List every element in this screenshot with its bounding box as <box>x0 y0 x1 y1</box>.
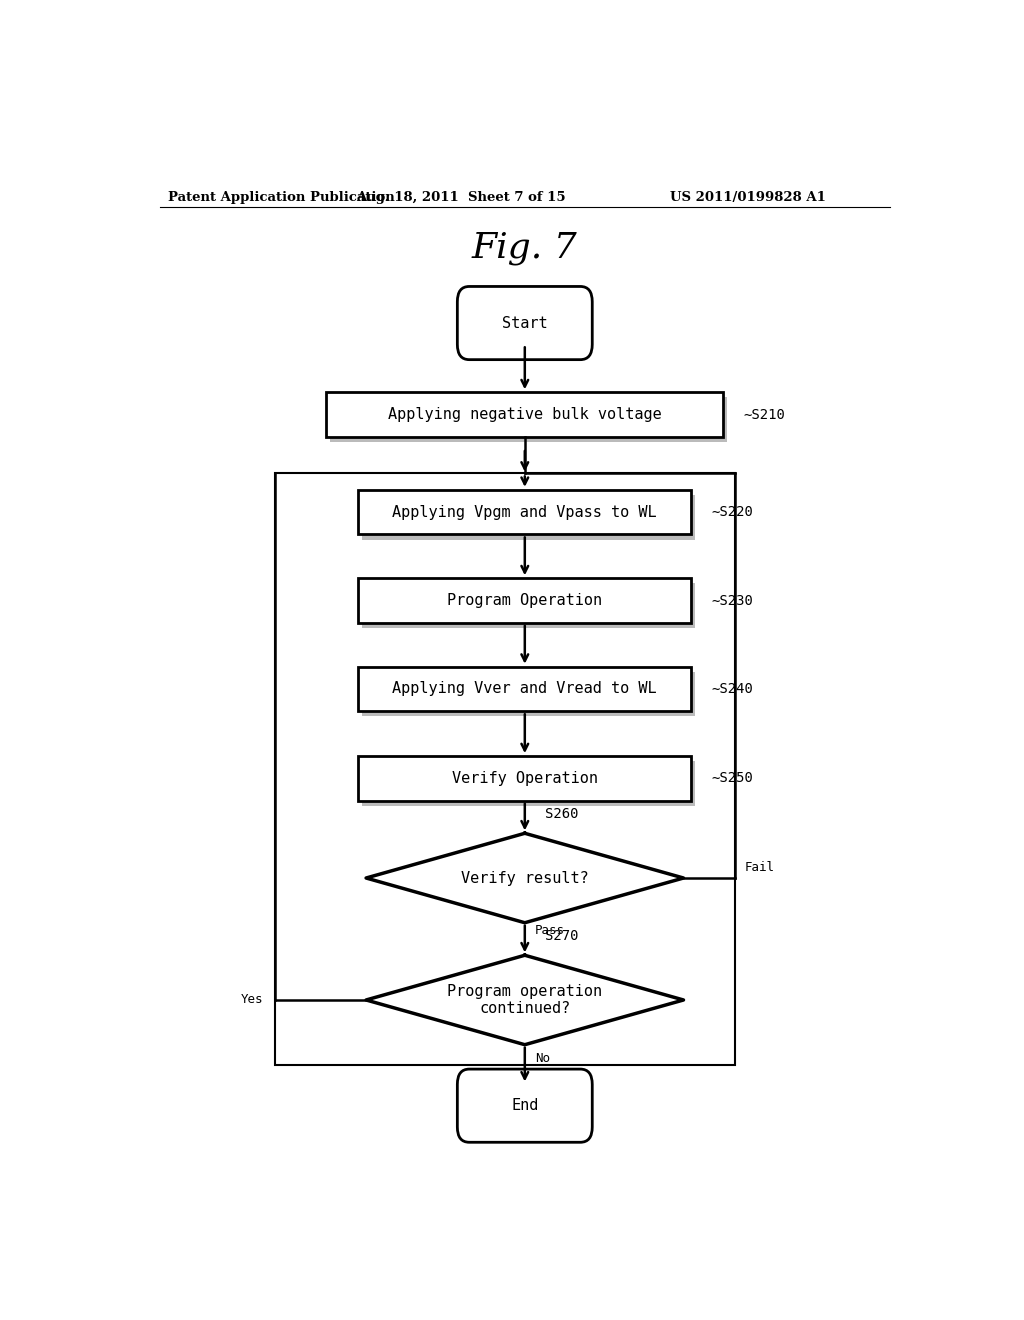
Text: Pass: Pass <box>536 924 565 937</box>
Text: Program Operation: Program Operation <box>447 593 602 609</box>
Text: Verify result?: Verify result? <box>461 870 589 886</box>
Text: Program operation
continued?: Program operation continued? <box>447 983 602 1016</box>
FancyBboxPatch shape <box>458 1069 592 1142</box>
Bar <box>362 672 695 717</box>
Text: ∼S220: ∼S220 <box>712 506 754 519</box>
Text: ∼S250: ∼S250 <box>712 771 754 785</box>
Bar <box>358 756 691 801</box>
Bar <box>358 490 691 535</box>
Text: Applying Vver and Vread to WL: Applying Vver and Vread to WL <box>392 681 657 697</box>
Text: End: End <box>511 1098 539 1113</box>
Text: Fail: Fail <box>744 861 774 874</box>
Text: Fig. 7: Fig. 7 <box>472 231 578 265</box>
Text: US 2011/0199828 A1: US 2011/0199828 A1 <box>671 190 826 203</box>
Text: Yes: Yes <box>241 994 263 1006</box>
Polygon shape <box>367 833 684 923</box>
Text: Applying Vpgm and Vpass to WL: Applying Vpgm and Vpass to WL <box>392 504 657 520</box>
Polygon shape <box>367 956 684 1044</box>
Text: S270: S270 <box>545 929 579 942</box>
Bar <box>362 762 695 805</box>
Bar <box>327 392 723 437</box>
Bar <box>362 583 695 628</box>
Bar <box>362 495 695 540</box>
Text: ∼S210: ∼S210 <box>743 408 785 421</box>
Bar <box>331 397 727 442</box>
Text: Verify Operation: Verify Operation <box>452 771 598 785</box>
Text: ∼S240: ∼S240 <box>712 682 754 696</box>
Text: Start: Start <box>502 315 548 330</box>
Bar <box>358 578 691 623</box>
FancyBboxPatch shape <box>458 286 592 359</box>
Text: Aug. 18, 2011  Sheet 7 of 15: Aug. 18, 2011 Sheet 7 of 15 <box>356 190 566 203</box>
Text: ∼S230: ∼S230 <box>712 594 754 607</box>
Text: S260: S260 <box>545 807 579 821</box>
Text: Applying negative bulk voltage: Applying negative bulk voltage <box>388 407 662 422</box>
Bar <box>358 667 691 711</box>
Text: No: No <box>536 1052 550 1065</box>
Text: Patent Application Publication: Patent Application Publication <box>168 190 394 203</box>
Bar <box>274 474 735 1065</box>
